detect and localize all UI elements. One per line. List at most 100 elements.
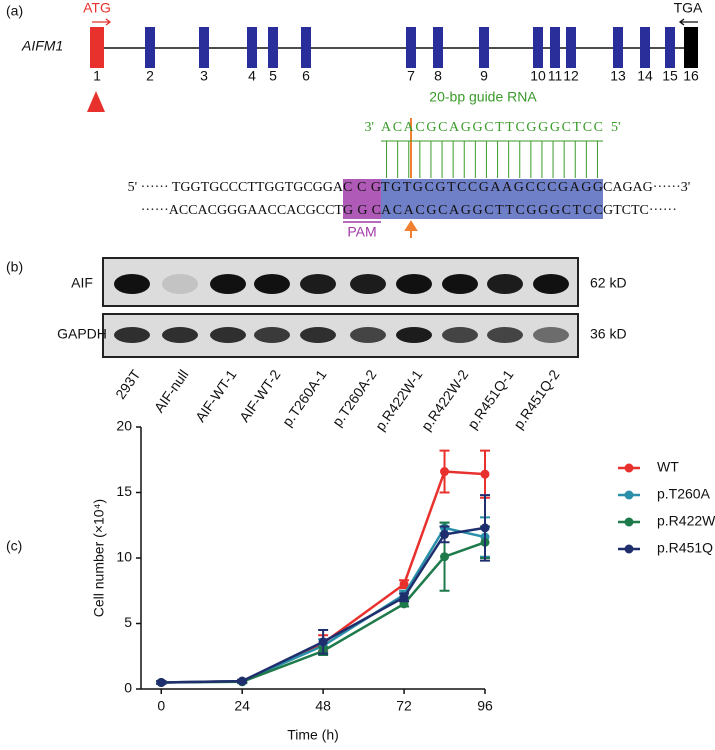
target-marker [87, 91, 105, 112]
band [114, 327, 150, 343]
legend-swatch [624, 544, 634, 554]
exon-number: 11 [548, 68, 563, 84]
y-tick-label: 20 [116, 418, 132, 434]
guide-label: 20-bp guide RNA [429, 89, 537, 105]
lane-label: p.R451Q-1 [464, 366, 517, 431]
exon [566, 27, 576, 68]
pam-label: PAM [347, 224, 376, 240]
band [442, 274, 478, 294]
band [442, 327, 478, 343]
band [487, 327, 523, 343]
exon-number: 8 [434, 68, 442, 84]
exon-number: 9 [480, 68, 488, 84]
legend-swatch [624, 517, 634, 527]
exon [550, 27, 560, 68]
x-tick-label: 24 [234, 698, 250, 714]
band [162, 327, 198, 343]
exon-number: 16 [683, 68, 699, 84]
exon-number: 5 [269, 68, 277, 84]
series-line [161, 526, 486, 684]
lane-label: p.R451Q-2 [510, 366, 563, 431]
legend-label: p.R422W [657, 513, 715, 529]
strand-segment: ······ACCACGGGAACCACGCCT [141, 203, 344, 218]
series-line [161, 526, 486, 684]
legend-label: p.T260A [657, 486, 711, 502]
y-tick-label: 10 [116, 549, 132, 565]
exon-number: 1 [93, 68, 101, 84]
data-point [156, 677, 166, 687]
exon [613, 27, 623, 68]
legend-swatch [624, 463, 634, 473]
data-point [440, 529, 450, 539]
size-label: 36 kD [590, 326, 627, 342]
exon [533, 27, 543, 68]
exon [247, 27, 257, 68]
panel-label: (a) [6, 3, 23, 19]
exon-number: 10 [530, 68, 546, 84]
band [210, 327, 246, 343]
data-point [399, 579, 409, 589]
stop-codon: TGA [674, 0, 703, 16]
legend-swatch [624, 490, 634, 500]
exon [301, 27, 311, 68]
start-arrow [92, 18, 112, 26]
data-point [318, 637, 328, 647]
guide-end: 3' [364, 120, 374, 135]
x-tick-label: 72 [396, 698, 412, 714]
exon-number: 4 [248, 68, 256, 84]
strand-segment: CAGAG······3' [603, 180, 690, 195]
legend-label: WT [657, 459, 679, 475]
data-point [440, 552, 450, 562]
size-label: 62 kD [590, 275, 627, 291]
lane-label: 293T [112, 366, 144, 402]
exon-number: 12 [563, 68, 579, 84]
band [254, 274, 290, 294]
exon [665, 27, 675, 68]
strand-segment: CCG [343, 180, 381, 195]
band [350, 327, 386, 343]
band [300, 274, 336, 294]
exon-number: 3 [200, 68, 208, 84]
lane-label: p.T260A-1 [279, 366, 330, 429]
data-point [480, 523, 490, 533]
band [533, 327, 569, 343]
lane-label: AIF-WT-2 [236, 366, 284, 424]
data-point [440, 467, 450, 477]
band [396, 327, 432, 343]
strand-segment: 5' ······ TGGTGCCCTTGGTGCGGA [128, 180, 344, 195]
strand-segment: GTCTC······ [603, 203, 677, 218]
data-point [399, 592, 409, 602]
gene-name: AIFM1 [21, 38, 63, 54]
band [114, 274, 150, 294]
row-label: GAPDH [57, 326, 107, 342]
band [300, 327, 336, 343]
band [487, 274, 523, 294]
exon [90, 27, 104, 68]
cut-arrow [404, 220, 418, 238]
exon-number: 15 [662, 68, 678, 84]
y-axis-label: Cell number (×10⁴) [91, 499, 107, 617]
exon-number: 2 [146, 68, 154, 84]
exon-number: 6 [302, 68, 310, 84]
lane-label: AIF-null [151, 367, 192, 416]
band [350, 274, 386, 294]
exon-number: 7 [407, 68, 415, 84]
guide-sequence: ACACGCAGGCTTCGGGCTCC [381, 120, 603, 135]
exon [145, 27, 155, 68]
strand-segment: GGC [343, 203, 381, 218]
series-line [161, 541, 486, 684]
y-tick-label: 0 [124, 680, 132, 696]
band [210, 274, 246, 294]
data-point [480, 469, 490, 479]
exon [684, 27, 698, 68]
panel-label: (c) [6, 538, 22, 554]
band [162, 274, 198, 294]
x-axis-label: Time (h) [287, 727, 339, 743]
x-tick-label: 0 [157, 698, 165, 714]
strand-segment: TGTGCGTCCGAAGCCCGAGG [381, 180, 603, 195]
x-tick-label: 48 [315, 698, 331, 714]
band [254, 327, 290, 343]
exon-number: 14 [637, 68, 653, 84]
exon [406, 27, 416, 68]
